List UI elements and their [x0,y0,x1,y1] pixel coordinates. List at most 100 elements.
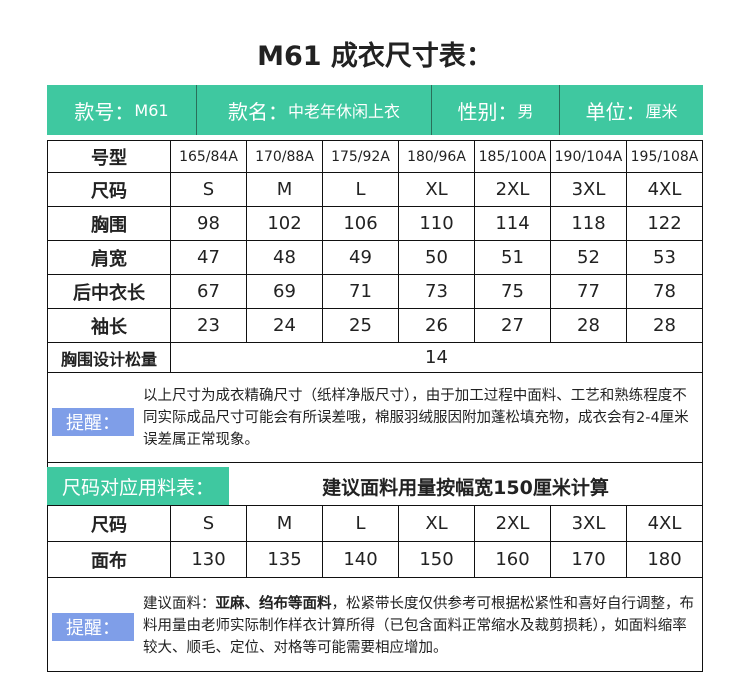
header-cell: 单位： 厘米 [560,85,703,135]
cell: 185/100A [474,140,551,173]
cell: 175/92A [322,140,399,173]
cell: 170/88A [246,140,323,173]
cell: 4XL [626,172,703,207]
note-part: 亚麻、绉布等面料 [215,596,332,612]
fabric-header: 尺码对应用料表： 建议面料用量按幅宽150厘米计算 [47,463,703,505]
header-cell: 性别：男 [432,85,560,135]
cell: 47 [170,240,247,275]
row: 胸围 98 102 106 110 114 118 122 [47,206,703,241]
header-label: 性别： [457,99,518,124]
fabric-table: 尺码 S M L XL 2XL 3XL 4XL 面布 130 135 140 150 160 170 180 [47,505,703,578]
cell: 尺码 [47,505,171,542]
cell: 3XL [550,172,627,207]
note-part: ，松紧带长度仅供参考可根据松紧性和喜好自行调整，布料用量由老师实际制作样衣计算所… [143,596,694,656]
row: 号型 165/84A 170/88A 175/92A 180/96A 185/100A 19… [47,140,703,173]
cell: 50 [398,240,475,275]
cell: 51 [474,240,551,275]
cell: 71 [322,274,399,309]
title: M61 成衣尺寸表： [257,41,493,72]
cell: M [246,172,323,207]
note: 提醒： 以上尺寸为成衣精确尺寸（纸样净版尺寸），由于加工过程中面料、工艺和熟练程… [47,372,703,463]
header-bar: 款号： M61 款名： 中老年休闲上衣 性别：男单位： 厘米 [47,85,703,135]
row: 后中衣长 67 69 71 73 75 77 78 [47,274,703,309]
cell: XL [398,172,475,207]
cell: 114 [474,206,551,241]
cell: 130 [170,541,247,578]
cell: 75 [474,274,551,309]
cell: 25 [322,308,399,343]
cell: 胸围 [47,206,171,241]
cell: 28 [550,308,627,343]
cell: 110 [398,206,475,241]
cell: 24 [246,308,323,343]
cell: 23 [170,308,247,343]
header-cell: 款号： M61 [47,85,197,135]
row: 尺码 S M L XL 2XL 3XL 4XL [47,505,703,542]
cell: L [322,172,399,207]
header-label: 单位： [585,99,646,124]
cell: 2XL [474,505,551,542]
row: 尺码 S M L XL 2XL 3XL 4XL [47,172,703,207]
header-value: 中老年休闲上衣 [287,102,400,121]
cell: 27 [474,308,551,343]
row: 袖长 23 24 25 26 27 28 28 [47,308,703,343]
cell: 胸围设计松量 [47,342,171,373]
note-text: 以上尺寸为成衣精确尺寸（纸样净版尺寸），由于加工过程中面料、工艺和熟练程度不同实… [143,388,689,448]
cell: 195/108A [626,140,703,173]
cell: 73 [398,274,475,309]
note-text: 建议面料：亚麻、绉布等面料，松紧带长度仅供参考可根据松紧性和喜好自行调整，布料用… [143,593,694,659]
cell: 袖长 [47,308,171,343]
cell: 后中衣长 [47,274,171,309]
cell: 180 [626,541,703,578]
cell: S [170,172,247,207]
cell: 118 [550,206,627,241]
header-cell: 款名： 中老年休闲上衣 [197,85,432,135]
cell: 77 [550,274,627,309]
cell: 102 [246,206,323,241]
cell: 190/104A [550,140,627,173]
row: 胸围设计松量 14 [47,342,703,373]
cell: 4XL [626,505,703,542]
note-part: 建议面料： [143,596,216,612]
cell: 150 [398,541,475,578]
cell: 180/96A [398,140,475,173]
cell: 122 [626,206,703,241]
row: 肩宽 47 48 49 50 51 52 53 [47,240,703,275]
fabric-label: 尺码对应用料表： [47,467,229,505]
cell: M [246,505,323,542]
header-value: 男 [517,102,534,121]
cell: 28 [626,308,703,343]
cell: 140 [322,541,399,578]
size-table: 号型 165/84A 170/88A 175/92A 180/96A 185/100A 19… [47,140,703,373]
cell: 69 [246,274,323,309]
cell: 98 [170,206,247,241]
cell: 48 [246,240,323,275]
note-tag: 提醒： [52,408,134,436]
cell: 160 [474,541,551,578]
cell: 53 [626,240,703,275]
cell: XL [398,505,475,542]
cell: 14 [170,342,703,373]
cell: L [322,505,399,542]
cell: 49 [322,240,399,275]
cell: 尺码 [47,172,171,207]
row: 面布 130 135 140 150 160 170 180 [47,541,703,578]
cell: 52 [550,240,627,275]
cell: 135 [246,541,323,578]
cell: 肩宽 [47,240,171,275]
cell: 3XL [550,505,627,542]
cell: 165/84A [170,140,247,173]
cell: 170 [550,541,627,578]
cell: 面布 [47,541,171,578]
cell: 67 [170,274,247,309]
header-label: 款号： [74,99,135,124]
cell: S [170,505,247,542]
cell: 号型 [47,140,171,173]
cell: 78 [626,274,703,309]
header-value: M61 [134,100,169,120]
header-label: 款名： [227,99,288,124]
header-value: 厘米 [645,102,678,121]
cell: 106 [322,206,399,241]
fabric-subtitle: 建议面料用量按幅宽150厘米计算 [322,476,609,499]
